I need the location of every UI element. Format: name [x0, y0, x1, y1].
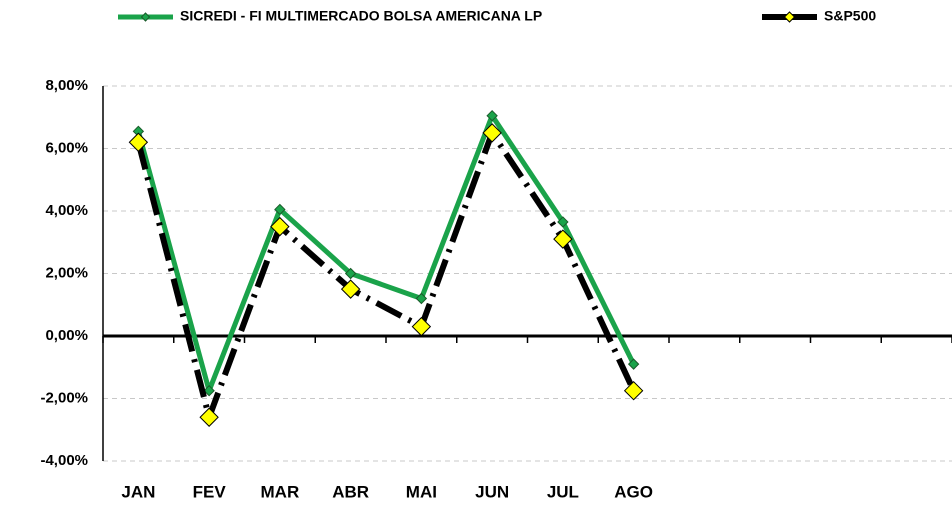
legend-label: SICREDI - FI MULTIMERCADO BOLSA AMERICAN…	[180, 8, 542, 24]
legend-marker	[140, 12, 151, 22]
series-line	[135, 129, 637, 421]
legend-marker	[783, 11, 796, 23]
marker	[274, 203, 286, 216]
marker	[557, 216, 569, 228]
marker	[199, 407, 219, 427]
marker	[411, 316, 432, 337]
x-tick-label: JAN	[121, 482, 155, 501]
marker	[203, 384, 215, 397]
legend-label: S&P500	[824, 8, 876, 24]
marker	[623, 380, 644, 401]
y-tick-label: 2,00%	[45, 264, 88, 281]
x-tick-label: JUN	[475, 482, 509, 501]
marker	[482, 123, 502, 143]
x-tick-label: MAI	[406, 482, 437, 501]
marker	[344, 267, 357, 280]
x-tick-label: ABR	[332, 482, 369, 501]
x-tick-label: MAR	[261, 482, 300, 501]
y-tick-label: -4,00%	[40, 452, 88, 469]
y-tick-label: -2,00%	[40, 389, 88, 406]
y-tick-label: 6,00%	[45, 139, 88, 156]
marker	[340, 279, 361, 299]
marker	[553, 229, 573, 249]
series-line	[135, 113, 636, 394]
y-tick-label: 8,00%	[45, 77, 88, 94]
marker	[415, 292, 428, 305]
marker	[627, 358, 640, 370]
y-tick-label: 4,00%	[45, 202, 88, 219]
x-tick-label: AGO	[614, 482, 653, 501]
marker	[486, 109, 498, 122]
marker	[128, 132, 149, 152]
x-tick-label: JUL	[547, 482, 579, 501]
marker	[270, 216, 290, 237]
x-tick-label: FEV	[193, 482, 227, 501]
y-tick-label: 0,00%	[45, 327, 88, 344]
